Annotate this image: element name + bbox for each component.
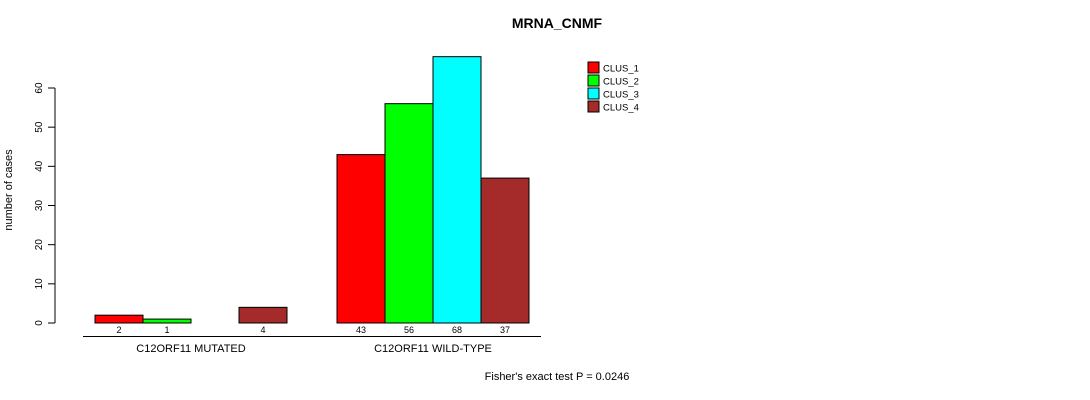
- group-label: C12ORF11 WILD-TYPE: [374, 343, 492, 355]
- group-labels: C12ORF11 MUTATED C12ORF11 WILD-TYPE: [136, 343, 492, 355]
- bar-count-label: 4: [260, 325, 265, 335]
- group-label: C12ORF11 MUTATED: [136, 343, 245, 355]
- legend-label: CLUS_1: [603, 64, 639, 75]
- bar-CLUS_4: [480, 177, 530, 324]
- bar-count-label: 43: [356, 325, 366, 335]
- bars-group: [94, 56, 530, 324]
- y-tick-label: 40: [34, 160, 45, 172]
- y-tick-label: 60: [34, 82, 45, 94]
- bar-count-label: 2: [116, 325, 121, 335]
- bar-count-label: 68: [452, 325, 462, 335]
- footer-annotation: Fisher's exact test P = 0.0246: [485, 371, 630, 383]
- y-tick-label: 30: [34, 200, 45, 212]
- y-tick-label: 10: [34, 278, 45, 290]
- y-tick-label: 0: [34, 320, 45, 326]
- bar-CLUS_2: [384, 103, 434, 324]
- bar-count-label: 1: [164, 325, 169, 335]
- legend-swatch-CLUS_3: [587, 87, 600, 100]
- legend-swatch-CLUS_2: [587, 74, 600, 87]
- legend: CLUS_1 CLUS_2 CLUS_3 CLUS_4: [587, 61, 639, 114]
- y-axis-label: number of cases: [3, 149, 15, 231]
- legend-label: CLUS_4: [603, 103, 639, 114]
- chart-title: MRNA_CNMF: [512, 15, 603, 31]
- legend-label: CLUS_2: [603, 77, 639, 88]
- bar-CLUS_2: [142, 318, 192, 324]
- legend-swatch-CLUS_1: [587, 61, 600, 74]
- y-axis: 0 10 20 30 40 50 60: [34, 82, 56, 326]
- bar-CLUS_4: [238, 306, 288, 324]
- bar-CLUS_3: [432, 56, 482, 324]
- y-tick-label: 50: [34, 121, 45, 133]
- bar-value-labels: 2 1 4 43 56 68 37: [116, 325, 510, 335]
- bar-CLUS_1: [94, 314, 144, 324]
- y-tick-label: 20: [34, 239, 45, 251]
- bar-count-label: 37: [500, 325, 510, 335]
- legend-label: CLUS_3: [603, 90, 639, 101]
- bar-count-label: 56: [404, 325, 414, 335]
- legend-swatch-CLUS_4: [587, 100, 600, 113]
- bar-CLUS_1: [336, 154, 386, 324]
